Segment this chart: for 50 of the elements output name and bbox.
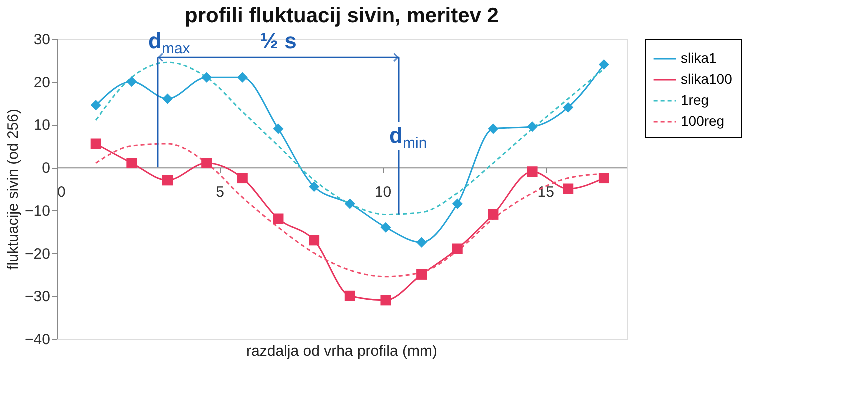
point <box>344 290 356 302</box>
y-tick-label: 0 <box>42 160 50 178</box>
point <box>90 100 102 111</box>
legend-label: 100reg <box>681 113 725 129</box>
x-tick-label: 5 <box>216 184 225 202</box>
point <box>202 158 212 169</box>
point <box>162 175 173 186</box>
point <box>563 184 574 194</box>
y-tick-label: −20 <box>25 246 50 263</box>
x-tick-label: 10 <box>374 184 392 202</box>
point <box>598 59 610 70</box>
chart-title: profili fluktuacij sivin, meritev 2 <box>185 4 499 28</box>
point <box>416 269 428 280</box>
y-tick-label: 10 <box>34 117 50 134</box>
point <box>344 198 356 210</box>
point <box>527 122 538 132</box>
x-tick-label: 15 <box>538 184 554 202</box>
annotation: ½ s <box>260 28 297 54</box>
point <box>488 209 499 220</box>
x-tick-label: 0 <box>58 184 66 202</box>
legend-label: slika1 <box>681 50 718 66</box>
point <box>90 138 102 150</box>
point <box>202 72 212 83</box>
point <box>273 214 284 224</box>
point <box>598 173 610 184</box>
point <box>527 166 538 178</box>
x-axis-title: razdalja od vrha profila (mm) <box>246 343 438 360</box>
point <box>126 76 138 88</box>
point <box>380 295 392 306</box>
y-axis-title: fluktuacije sivin (od 256) <box>5 109 22 270</box>
point <box>563 102 574 113</box>
y-tick-label: 20 <box>34 74 50 92</box>
y-tick-label: −30 <box>25 288 50 306</box>
point <box>452 198 463 210</box>
point <box>416 237 428 248</box>
point <box>380 222 392 233</box>
y-tick-label: −10 <box>25 202 50 220</box>
point <box>452 244 463 254</box>
y-tick-label: 30 <box>34 32 50 48</box>
point <box>237 72 248 83</box>
point <box>237 173 248 184</box>
point <box>273 124 284 134</box>
point <box>488 124 499 134</box>
point <box>309 235 320 246</box>
legend-label: 1reg <box>681 92 710 108</box>
point <box>126 158 138 169</box>
point <box>162 94 173 104</box>
point <box>309 182 320 192</box>
legend-label: slika100 <box>681 71 733 87</box>
y-tick-label: −40 <box>25 332 50 348</box>
